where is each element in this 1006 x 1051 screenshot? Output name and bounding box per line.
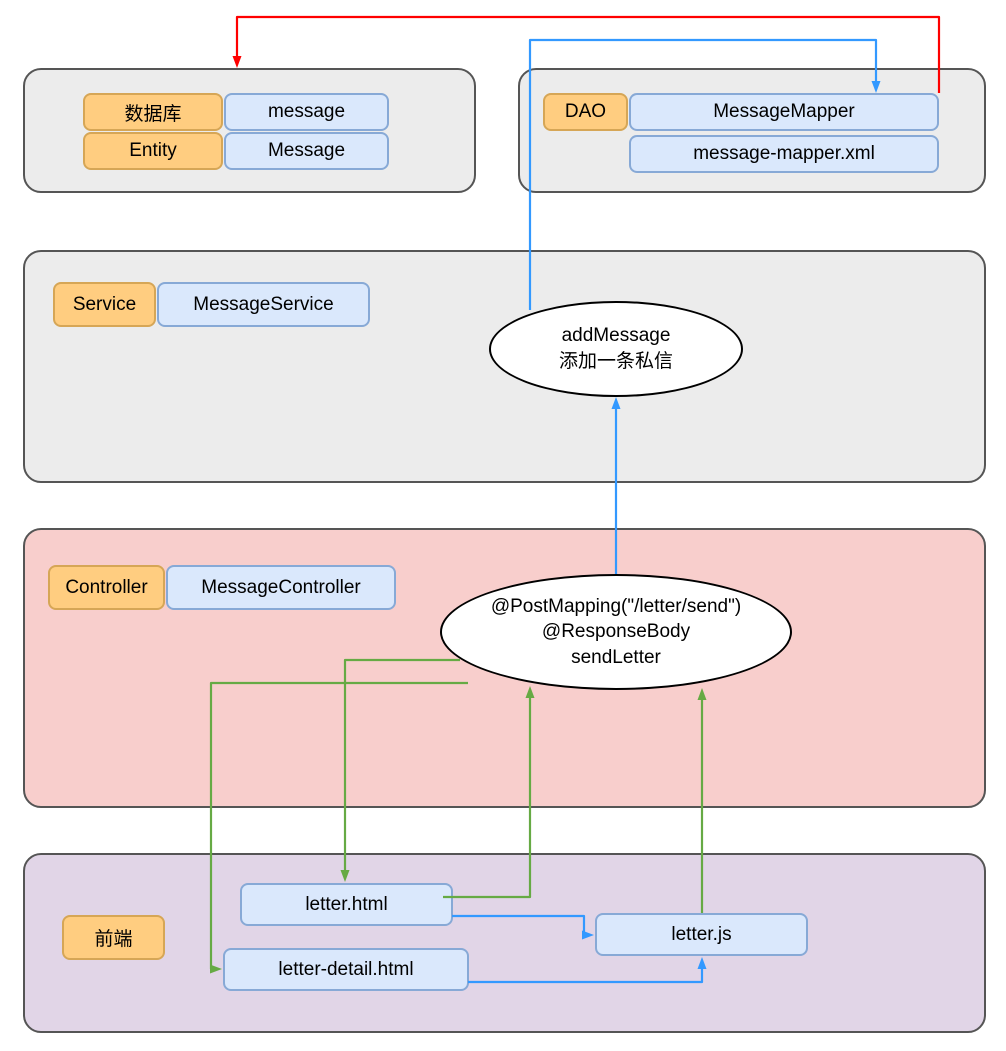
entity_label-label: Entity [129, 140, 177, 162]
front_label: 前端 [62, 915, 165, 960]
service_msg: MessageService [157, 282, 370, 327]
dao_mapper: MessageMapper [629, 93, 939, 131]
e_post: @PostMapping("/letter/send")@ResponseBod… [440, 574, 792, 690]
letter_js-label: letter.js [671, 924, 731, 946]
letter_detail-label: letter-detail.html [278, 959, 413, 981]
entity_label: Entity [83, 132, 223, 170]
service_label-label: Service [73, 294, 136, 316]
db_label-label: 数据库 [124, 99, 181, 126]
dao_label-label: DAO [565, 101, 606, 123]
ctrl_label: Controller [48, 565, 165, 610]
c_frontend [23, 853, 986, 1033]
ctrl_msg-label: MessageController [201, 577, 360, 599]
dao_mapper-label: MessageMapper [713, 101, 855, 123]
db_msg-label: message [268, 101, 345, 123]
db_label: 数据库 [83, 93, 223, 131]
e_post-line: @ResponseBody [542, 619, 690, 645]
e_addmsg-line: addMessage [562, 323, 671, 349]
letter_html-label: letter.html [305, 894, 387, 916]
service_msg-label: MessageService [193, 294, 333, 316]
entity_msg-label: Message [268, 140, 345, 162]
e_post-line: sendLetter [571, 645, 661, 671]
e_post-line: @PostMapping("/letter/send") [491, 594, 741, 620]
dao_xml: message-mapper.xml [629, 135, 939, 173]
e_addmsg: addMessage添加一条私信 [489, 301, 743, 397]
letter_js: letter.js [595, 913, 808, 956]
letter_detail: letter-detail.html [223, 948, 469, 991]
entity_msg: Message [224, 132, 389, 170]
db_msg: message [224, 93, 389, 131]
dao_label: DAO [543, 93, 628, 131]
dao_xml-label: message-mapper.xml [693, 143, 875, 165]
letter_html: letter.html [240, 883, 453, 926]
ctrl_msg: MessageController [166, 565, 396, 610]
e_addmsg-line: 添加一条私信 [559, 349, 673, 375]
front_label-label: 前端 [94, 924, 132, 951]
ctrl_label-label: Controller [65, 577, 147, 599]
service_label: Service [53, 282, 156, 327]
